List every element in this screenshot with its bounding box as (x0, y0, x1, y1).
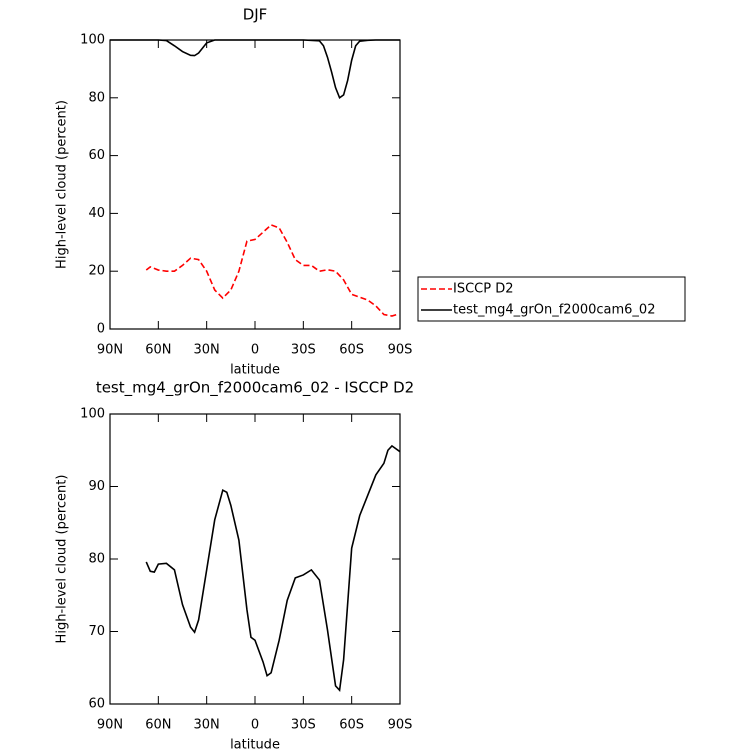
legend-label: test_mg4_grOn_f2000cam6_02 (453, 303, 655, 318)
plot-frame (109, 39, 401, 330)
plot-frame (109, 413, 401, 705)
y-tick-label: 40 (88, 206, 105, 221)
chart-title: DJF (243, 6, 268, 24)
x-tick-label: 60N (145, 718, 171, 733)
x-axis-label: latitude (230, 738, 280, 753)
y-axis-label: High-level cloud (percent) (55, 475, 70, 644)
y-tick-label: 80 (88, 90, 105, 105)
x-tick-label: 60S (339, 343, 364, 358)
x-axis-label: latitude (230, 363, 280, 378)
y-tick-label: 100 (80, 33, 105, 48)
x-tick-label: 60S (339, 718, 364, 733)
y-tick-label: 70 (88, 624, 105, 639)
data-line (110, 39, 400, 100)
x-tick-label: 90N (97, 718, 123, 733)
data-line (145, 224, 398, 317)
y-tick-label: 60 (88, 697, 105, 712)
x-tick-label: 0 (251, 718, 259, 733)
x-tick-label: 0 (251, 343, 259, 358)
y-tick-label: 0 (97, 322, 105, 337)
x-tick-label: 30N (194, 718, 220, 733)
y-tick-label: 100 (80, 407, 105, 422)
x-tick-label: 90S (388, 718, 413, 733)
legend-box (417, 276, 686, 322)
x-tick-label: 90S (388, 343, 413, 358)
x-tick-label: 60N (145, 343, 171, 358)
x-tick-label: 30S (291, 718, 316, 733)
y-axis-label: High-level cloud (percent) (55, 100, 70, 269)
chart-title: test_mg4_grOn_f2000cam6_02 - ISCCP D2 (96, 379, 414, 398)
legend-label: ISCCP D2 (453, 282, 514, 297)
y-tick-label: 90 (88, 479, 105, 494)
data-line (145, 444, 401, 693)
x-tick-label: 30S (291, 343, 316, 358)
y-tick-label: 60 (88, 148, 105, 163)
x-tick-label: 90N (97, 343, 123, 358)
x-tick-label: 30N (194, 343, 220, 358)
y-tick-label: 80 (88, 552, 105, 567)
y-tick-label: 20 (88, 264, 105, 279)
